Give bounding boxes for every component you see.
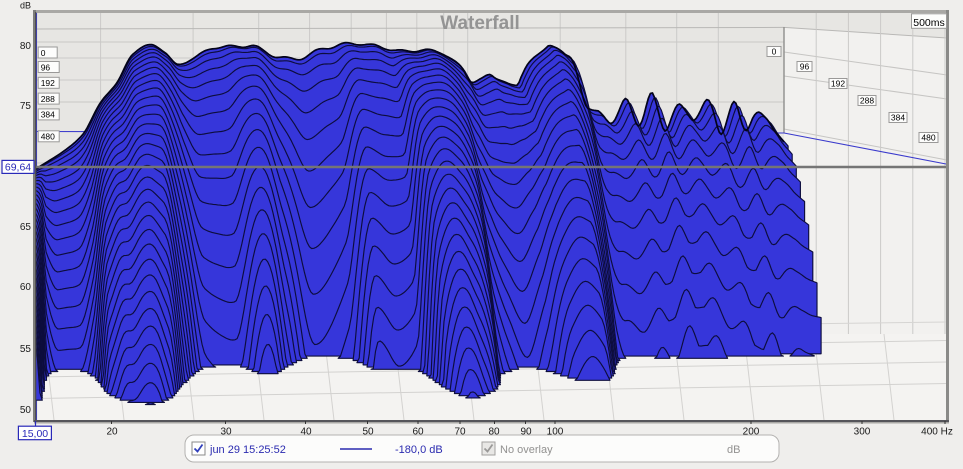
svg-text:50: 50 <box>20 405 32 416</box>
svg-text:192: 192 <box>41 78 55 88</box>
svg-text:69,64: 69,64 <box>5 162 31 174</box>
svg-text:65: 65 <box>20 222 32 233</box>
svg-text:Waterfall: Waterfall <box>440 13 520 34</box>
svg-text:40: 40 <box>300 427 312 438</box>
svg-text:500ms: 500ms <box>913 17 945 29</box>
svg-text:100: 100 <box>547 427 564 438</box>
svg-text:384: 384 <box>41 110 55 120</box>
svg-text:60: 60 <box>20 282 32 293</box>
svg-text:No overlay: No overlay <box>500 444 553 456</box>
svg-text:80: 80 <box>20 41 32 52</box>
svg-text:300: 300 <box>854 427 871 438</box>
svg-text:90: 90 <box>520 427 532 438</box>
svg-text:0: 0 <box>772 46 777 56</box>
svg-text:384: 384 <box>891 112 905 122</box>
svg-text:288: 288 <box>41 94 55 104</box>
svg-text:80: 80 <box>488 427 500 438</box>
svg-text:75: 75 <box>20 101 32 112</box>
svg-text:480: 480 <box>921 132 935 142</box>
svg-text:dB: dB <box>20 1 31 11</box>
svg-text:30: 30 <box>220 427 232 438</box>
svg-text:jun 29 15:25:52: jun 29 15:25:52 <box>209 444 286 456</box>
svg-text:55: 55 <box>20 344 32 355</box>
svg-text:15,00: 15,00 <box>22 428 48 440</box>
svg-text:dB: dB <box>727 444 740 456</box>
svg-text:288: 288 <box>860 95 874 105</box>
svg-text:20: 20 <box>106 427 118 438</box>
svg-text:60: 60 <box>412 427 424 438</box>
svg-text:96: 96 <box>800 61 810 71</box>
svg-text:400 Hz: 400 Hz <box>921 427 953 438</box>
svg-text:200: 200 <box>743 427 760 438</box>
svg-text:96: 96 <box>41 62 51 72</box>
svg-text:0: 0 <box>41 48 46 58</box>
svg-text:-180,0 dB: -180,0 dB <box>395 444 443 456</box>
svg-text:480: 480 <box>41 132 55 142</box>
svg-text:192: 192 <box>831 78 845 88</box>
svg-text:50: 50 <box>362 427 374 438</box>
svg-text:70: 70 <box>454 427 466 438</box>
